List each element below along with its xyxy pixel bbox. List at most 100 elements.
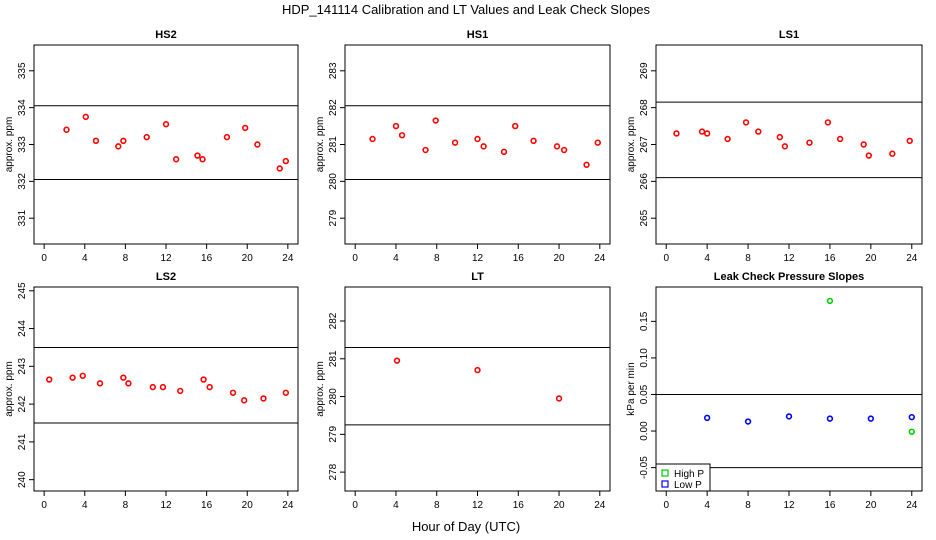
data-point-ls2 [125,380,132,387]
y-tick-label: 266 [639,173,650,190]
plot-frame [655,44,923,245]
x-tick-label: 0 [352,500,358,511]
x-tick-label: 4 [393,253,399,264]
data-point-ls2 [240,397,248,404]
data-point-ls2 [79,372,86,379]
data-point-hs1 [530,137,537,145]
y-tick-label: 282 [328,99,339,116]
data-point-ls1 [865,152,872,159]
data-point-hs1 [422,146,429,154]
data-point-low-p [826,415,834,422]
x-tick-label: 4 [393,500,399,511]
data-point-hs2 [162,121,170,128]
x-tick-label: 8 [123,253,129,264]
data-point-lt [393,357,401,364]
panel-ls1: LS1 approx. ppm 0 4 8 12 16 20 24 265 266 267 268 269 [626,29,923,264]
y-tick-label: 0.10 [639,348,650,368]
data-point-ls2 [159,383,167,391]
data-point-ls1 [906,137,913,145]
data-point-high-p [908,428,915,435]
y-axis-label: approx. ppm [4,361,15,417]
figure-title: HDP_141114 Calibration and LT Values and… [282,2,651,17]
y-tick-label: 245 [17,282,28,299]
panel-leak: Leak Check Pressure Slopes kPa per min 0 4 8… [626,271,923,511]
y-axis-label: approx. ppm [315,361,326,417]
y-tick-label: 269 [639,62,650,79]
data-point-ls1 [742,119,750,126]
data-point-ls1 [860,141,867,148]
x-tick-label: 8 [434,500,440,511]
x-tick-label: 4 [82,500,88,511]
panel-ls2: LS2 approx. ppm 0 4 8 12 16 20 24 240 241 242 243 244… [4,271,299,511]
data-point-hs2 [63,126,70,133]
x-tick-label: 0 [352,253,358,264]
data-point-ls2 [69,374,76,381]
data-point-hs2 [194,152,201,159]
y-tick-label: 265 [639,209,650,226]
data-point-ls1 [781,143,789,150]
data-point-ls2 [177,387,184,395]
y-tick-label: 244 [17,320,28,337]
y-tick-label: 281 [328,136,339,153]
x-tick-label: 16 [513,253,525,264]
y-tick-label: 268 [639,99,650,116]
x-tick-label: 16 [513,500,525,511]
y-tick-label: 335 [17,62,28,79]
y-tick-label: 0.05 [639,384,650,404]
x-tick-label: 8 [745,500,751,511]
data-point-hs2 [242,124,249,132]
data-point-ls1 [698,128,706,135]
x-tick-label: 12 [472,500,484,511]
data-point-ls1 [776,133,783,141]
x-tick-label: 0 [663,253,669,264]
x-tick-label: 20 [242,500,254,511]
data-point-low-p [744,418,752,425]
data-point-hs1 [553,143,561,150]
data-point-low-p [785,413,793,420]
x-tick-label: 8 [123,500,129,511]
data-point-ls2 [149,383,157,391]
data-point-hs2 [254,141,261,148]
panel-title: HS1 [467,29,488,41]
x-tick-label: 12 [783,253,795,264]
panel-hs1: HS1 approx. ppm 0 4 8 12 16 20 24 279 280 281 282 283 [315,29,611,264]
x-tick-label: 24 [594,500,606,511]
data-point-hs1 [583,161,590,168]
y-tick-label: 0.00 [639,421,650,441]
panel-title: Leak Check Pressure Slopes [714,271,864,283]
x-tick-label: 24 [594,253,606,264]
x-tick-label: 20 [242,253,254,264]
x-tick-label: 12 [160,500,172,511]
data-point-hs2 [143,133,150,141]
data-point-ls2 [260,395,267,402]
x-tick-label: 4 [704,253,710,264]
x-tick-label: 24 [282,500,294,511]
data-point-ls2 [96,380,104,387]
panel-lt: LT approx. ppm 0 4 8 12 16 20 24 278 279 280 281 282 [315,271,611,511]
y-tick-label: 279 [328,209,339,226]
y-axis-label: approx. ppm [315,117,326,173]
data-point-hs1 [432,117,439,124]
legend-label: Low P [674,480,702,491]
data-point-ls1 [724,135,731,143]
x-tick-label: 0 [41,500,47,511]
plot-frame [33,286,299,492]
panel-hs2: HS2 approx. ppm 0 4 8 12 16 20 24 331 332 333 334 335 [4,29,299,264]
data-point-ls2 [229,389,237,396]
y-tick-label: 332 [17,173,28,190]
shared-x-axis-label: Hour of Day (UTC) [412,519,520,534]
data-point-hs1 [560,146,568,154]
data-point-ls2 [46,376,53,383]
data-point-hs1 [500,148,508,156]
data-point-ls1 [889,150,896,157]
y-axis-label: approx. ppm [4,117,15,173]
data-point-hs1 [474,135,481,143]
plot-frame [33,44,299,245]
x-tick-label: 8 [745,253,751,264]
data-point-low-p [703,414,711,422]
x-tick-label: 20 [553,500,565,511]
x-tick-label: 24 [906,500,918,511]
legend-swatch [661,480,669,488]
data-point-ls1 [836,135,844,143]
